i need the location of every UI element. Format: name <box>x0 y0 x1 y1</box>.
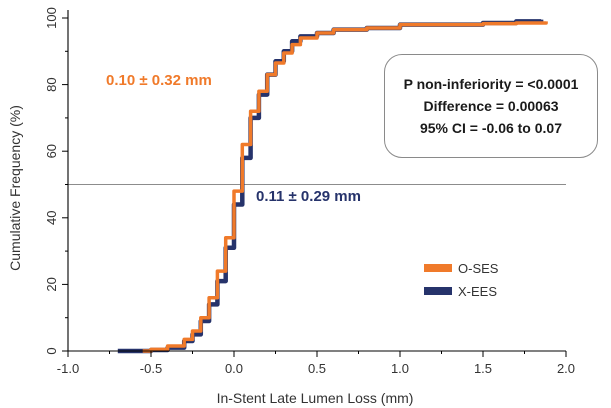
legend-swatch-o-ses <box>424 264 452 272</box>
x-axis-label: In-Stent Late Lumen Loss (mm) <box>217 390 414 406</box>
legend-label-o-ses: O-SES <box>458 261 499 276</box>
annotation-o-ses: 0.10 ± 0.32 mm <box>106 72 212 89</box>
y-tick-label-4: 80 <box>44 77 59 91</box>
x-tick-label-3: 0.5 <box>308 361 326 376</box>
y-axis-label: Cumulative Frequency (%) <box>7 105 23 271</box>
y-tick-label-3: 60 <box>44 144 59 158</box>
x-tick-label-2: 0.0 <box>225 361 243 376</box>
p-noninferiority-text: P non-inferiority = <0.0001 <box>403 76 579 92</box>
x-tick-label-1: -0.5 <box>140 361 162 376</box>
x-tick-label-5: 1.5 <box>474 361 492 376</box>
y-tick-label-1: 20 <box>44 277 59 291</box>
y-tick-label-2: 40 <box>44 211 59 225</box>
y-tick-label-5: 100 <box>44 7 59 29</box>
x-tick-label-0: -1.0 <box>57 361 79 376</box>
statistics-box: P non-inferiority = <0.0001 Difference =… <box>384 54 598 158</box>
series-line-o-ses <box>142 21 548 353</box>
x-tick-label-4: 1.0 <box>391 361 409 376</box>
annotation-x-ees: 0.11 ± 0.29 mm <box>256 188 361 205</box>
x-tick-label-6: 2.0 <box>557 361 575 376</box>
y-tick-label-0: 0 <box>44 347 59 354</box>
legend-swatch-x-ees <box>424 287 452 295</box>
confidence-interval-text: 95% CI = -0.06 to 0.07 <box>419 120 563 136</box>
difference-text: Difference = 0.00063 <box>423 98 559 114</box>
legend-label-x-ees: X-EES <box>458 284 497 299</box>
